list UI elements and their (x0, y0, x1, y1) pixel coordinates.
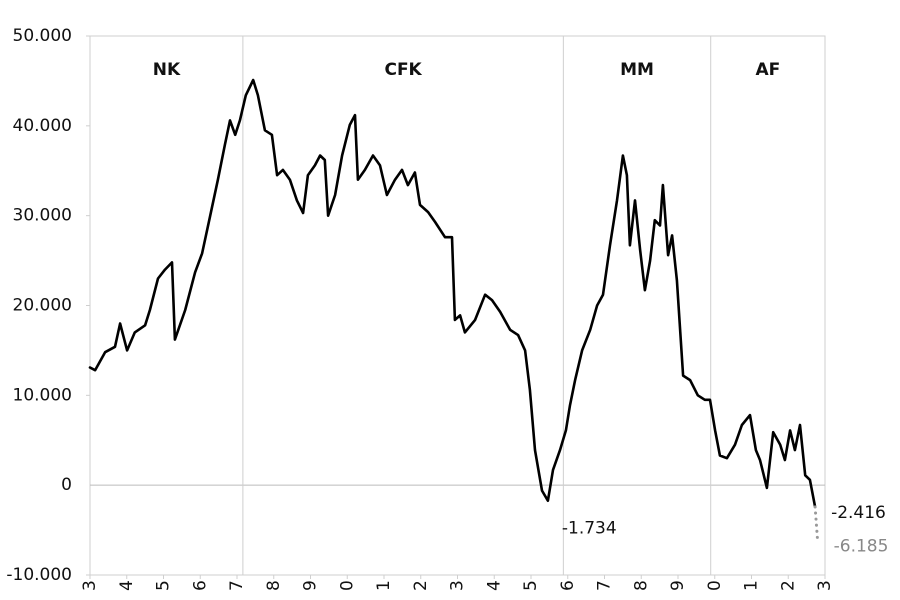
x-tick-label: 6 (558, 580, 578, 591)
x-tick-label: 3 (815, 580, 835, 591)
y-tick-label: 0 (61, 475, 72, 495)
x-tick-label: 9 (668, 580, 688, 591)
annotation: -2.416 (831, 503, 886, 523)
x-tick-label: 8 (264, 580, 284, 591)
x-tick-label: 5 (521, 580, 541, 591)
y-tick-label: 50.000 (13, 26, 72, 46)
line (88, 78, 817, 509)
y-tick-label: 40.000 (13, 116, 72, 136)
x-tick-label: 0 (337, 580, 357, 591)
x-tick-label: 1 (374, 580, 394, 591)
period-label: AF (755, 60, 780, 80)
x-tick-label: 6 (190, 580, 210, 591)
y-tick-label: 10.000 (13, 385, 72, 405)
x-tick-label: 2 (411, 580, 431, 591)
plot-frame (89, 35, 826, 576)
period-label: NK (153, 60, 181, 80)
x-tick-label: 3 (448, 580, 468, 591)
annotation: -1.734 (562, 519, 617, 539)
x-tick-label: 0 (705, 580, 725, 591)
x-tick-label: 3 (80, 580, 100, 591)
x-tick-label: 8 (631, 580, 651, 591)
x-tick-label: 9 (301, 580, 321, 591)
x-tick-label: 4 (484, 580, 504, 591)
x-tick-label: 5 (154, 580, 174, 591)
y-tick-label: -10.000 (6, 565, 72, 585)
annotation: -6.185 (834, 537, 889, 557)
x-tick-label: 4 (117, 580, 137, 591)
x-tick-label: 7 (595, 580, 615, 591)
period-label: MM (620, 60, 654, 80)
x-tick-label: 7 (227, 580, 247, 591)
x-tick-label: 1 (742, 580, 762, 591)
y-tick-label: 20.000 (13, 296, 72, 316)
period-label: CFK (384, 60, 422, 80)
line (813, 505, 820, 543)
x-tick-label: 2 (778, 580, 798, 591)
y-tick-label: 30.000 (13, 206, 72, 226)
